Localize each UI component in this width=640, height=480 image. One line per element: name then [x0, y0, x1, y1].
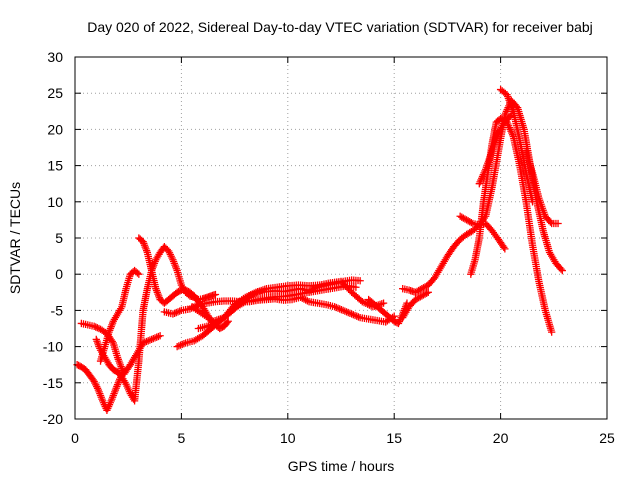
data-point: [211, 290, 220, 299]
series-arc-2: [77, 319, 164, 378]
x-tick-label-5: 25: [599, 430, 615, 446]
data-point: [501, 245, 509, 253]
y-tick-label-1: -15: [43, 375, 63, 391]
y-tick-label-4: 0: [55, 266, 63, 282]
y-tick-label-0: -20: [43, 411, 63, 427]
series-arc-4: [92, 243, 220, 405]
y-tick-label-6: 10: [47, 194, 63, 210]
x-tick-label-3: 15: [386, 430, 402, 446]
data-point: [379, 299, 388, 307]
y-axis-label: SDTVAR / TECUs: [7, 182, 23, 294]
data-point: [224, 317, 232, 325]
y-tick-label-5: 5: [55, 230, 63, 246]
data-point: [356, 277, 364, 285]
data-point: [424, 288, 432, 296]
chart-title: Day 020 of 2022, Sidereal Day-to-day VTE…: [87, 19, 593, 35]
series-arc-12: [399, 288, 432, 322]
data-point: [558, 266, 566, 275]
data-point: [548, 328, 556, 336]
x-tick-label-0: 0: [71, 430, 79, 446]
axis-ticks: 0 5 10 15 20 25 -20 -15 -10 -5 0 5 10 15 20 25 30: [43, 49, 615, 446]
x-tick-label-1: 5: [178, 430, 186, 446]
y-tick-label-3: -5: [51, 302, 64, 318]
series-arc-11: [399, 219, 509, 296]
y-tick-label-9: 25: [47, 85, 63, 101]
data-point: [554, 219, 562, 228]
data-marks: [73, 85, 566, 414]
series-arc-14: [467, 114, 556, 336]
grid: [75, 57, 607, 419]
y-tick-label-8: 20: [47, 121, 63, 137]
data-point: [507, 111, 515, 119]
series-arc-1: [73, 361, 128, 414]
x-tick-label-4: 20: [493, 430, 509, 446]
y-tick-label-2: -10: [43, 339, 63, 355]
y-tick-label-7: 15: [47, 158, 63, 174]
series-arc-15: [496, 85, 537, 206]
data-point: [528, 198, 537, 206]
plot-frame: [74, 56, 608, 420]
y-tick-label-10: 30: [47, 49, 63, 65]
data-point: [223, 318, 231, 327]
series-arc-17: [475, 111, 515, 188]
data-point: [352, 283, 360, 291]
x-tick-label-2: 10: [280, 430, 296, 446]
series-arc-9: [194, 276, 364, 333]
data-point: [135, 270, 143, 278]
x-axis-label: GPS time / hours: [288, 458, 395, 474]
data-point: [156, 332, 164, 340]
series-arc-16: [522, 147, 562, 228]
